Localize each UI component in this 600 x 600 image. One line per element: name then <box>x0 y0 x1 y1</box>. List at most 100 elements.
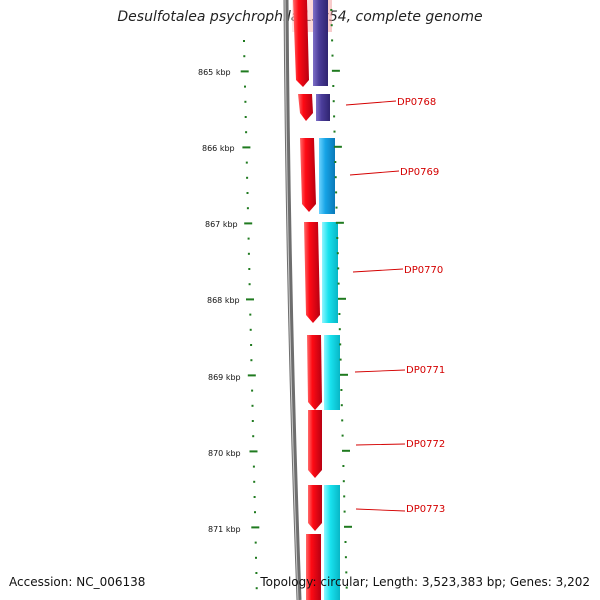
minor-tick <box>342 480 345 483</box>
minor-tick <box>333 115 336 118</box>
major-tick <box>342 449 350 452</box>
cds-arrow <box>308 410 322 478</box>
feature-block <box>324 485 340 600</box>
minor-tick <box>339 343 342 346</box>
minor-tick <box>340 389 343 391</box>
minor-tick <box>244 116 247 118</box>
genome-backbone-highlight <box>284 0 299 600</box>
gene-labels: DP0768 DP0769 DP0770 DP0771 DP0772 DP077… <box>345 97 445 515</box>
minor-tick <box>341 434 344 437</box>
gene-leader-line <box>355 508 406 512</box>
major-tick <box>242 146 251 149</box>
feature-track <box>313 0 340 600</box>
minor-tick <box>247 252 250 255</box>
minor-tick <box>246 176 249 179</box>
gene-label-DP0771[interactable]: DP0771 <box>406 365 445 376</box>
feature-block <box>324 335 340 410</box>
gene-leader-line <box>345 100 397 106</box>
major-tick <box>247 374 256 377</box>
scale-labels: 865 kbp 866 kbp 867 kbp 868 kbp 869 kbp … <box>198 68 241 534</box>
minor-tick <box>250 359 253 362</box>
minor-tick <box>252 465 255 468</box>
scale-label: 870 kbp <box>208 449 241 458</box>
minor-tick <box>330 24 333 27</box>
major-tick <box>338 297 346 300</box>
major-tick <box>333 145 342 148</box>
minor-tick <box>250 344 253 346</box>
minor-tick <box>255 572 258 574</box>
feature-block <box>322 222 338 323</box>
minor-tick <box>247 237 250 240</box>
major-tick <box>240 70 249 73</box>
scale-label: 869 kbp <box>208 373 241 382</box>
minor-tick <box>338 313 341 315</box>
minor-tick <box>343 510 346 513</box>
scale-label: 865 kbp <box>198 68 231 77</box>
minor-tick <box>243 40 245 42</box>
genome-stats-text: Topology: circular; Length: 3,523,383 bp… <box>260 575 590 589</box>
genome-backbone <box>283 0 302 600</box>
minor-tick <box>331 54 334 57</box>
scale-label: 866 kbp <box>202 144 235 153</box>
minor-tick <box>245 161 248 164</box>
major-tick <box>331 69 340 72</box>
cds-track <box>293 0 322 600</box>
major-tick <box>246 298 254 301</box>
minor-tick <box>248 283 251 286</box>
feature-block <box>319 138 335 214</box>
minor-tick <box>253 496 256 498</box>
gene-leader-line <box>355 443 406 446</box>
minor-tick <box>245 131 248 134</box>
minor-tick <box>337 282 340 285</box>
minor-tick <box>334 161 337 163</box>
gene-label-DP0772[interactable]: DP0772 <box>406 439 445 450</box>
minor-tick <box>253 480 256 483</box>
major-tick <box>340 373 348 376</box>
minor-tick <box>251 389 254 392</box>
minor-tick <box>243 55 246 58</box>
gene-label-DP0768[interactable]: DP0768 <box>397 97 436 108</box>
minor-tick <box>244 100 247 103</box>
minor-tick <box>249 313 252 316</box>
minor-tick <box>342 465 345 467</box>
minor-tick <box>249 328 252 331</box>
scale-ticks-right <box>330 9 352 589</box>
gene-label-DP0770[interactable]: DP0770 <box>404 265 443 276</box>
minor-tick <box>340 404 343 407</box>
minor-tick <box>336 237 339 239</box>
minor-tick <box>345 571 348 574</box>
scale-ticks-left <box>240 40 260 590</box>
minor-tick <box>339 358 342 361</box>
gene-label-DP0769[interactable]: DP0769 <box>400 167 439 178</box>
minor-tick <box>344 556 347 559</box>
minor-tick <box>335 206 338 209</box>
minor-tick <box>246 192 249 194</box>
cds-arrow <box>308 485 322 531</box>
gene-leader-line <box>354 369 406 373</box>
major-tick <box>335 221 344 224</box>
cds-arrow <box>306 534 321 600</box>
minor-tick <box>252 435 255 438</box>
major-tick <box>251 526 260 529</box>
minor-tick <box>254 511 256 514</box>
accession-text: Accession: NC_006138 <box>9 575 146 589</box>
minor-tick <box>336 252 339 255</box>
gene-label-DP0773[interactable]: DP0773 <box>406 504 445 515</box>
feature-block <box>313 0 328 86</box>
gene-leader-line <box>349 170 400 176</box>
minor-tick <box>244 85 246 88</box>
minor-tick <box>343 495 346 498</box>
minor-tick <box>255 587 258 590</box>
minor-tick <box>334 176 337 179</box>
cds-arrow <box>298 94 313 121</box>
minor-tick <box>345 586 348 589</box>
minor-tick <box>254 541 257 544</box>
cds-arrow <box>300 138 316 212</box>
major-tick <box>244 222 253 225</box>
minor-tick <box>332 100 335 103</box>
minor-tick <box>332 85 335 87</box>
feature-block <box>316 94 330 121</box>
scale-label: 867 kbp <box>205 220 238 229</box>
